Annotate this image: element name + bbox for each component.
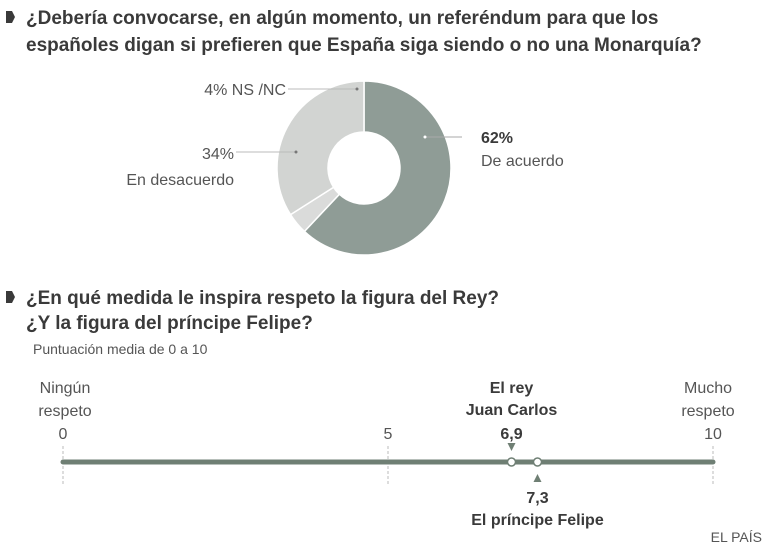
bullet-icon [6,11,15,23]
triangle-down-icon [507,443,516,451]
chart-subtitle: Puntuación media de 0 a 10 [33,341,208,357]
leader-dot [355,87,359,91]
chart-title-line: españoles digan si prefieren que España … [26,35,702,56]
point-name-label: El rey [490,380,534,397]
bullet-icon [6,291,15,303]
donut-slice [303,80,452,256]
donut-slice [276,80,365,216]
score-marker [532,457,543,467]
min-label: respeto [38,403,91,420]
source-label: EL PAÍS [711,529,762,545]
leader-dot [294,150,298,154]
slice-label: 4% NS /NC [204,82,286,99]
triangle-up-icon [533,474,542,482]
score-value-label: 7,3 [526,490,548,507]
max-label: Mucho [684,380,732,397]
max-label: respeto [681,403,734,420]
chart-title-line: ¿Debería convocarse, en algún momento, u… [26,8,658,29]
point-name-label: El príncipe Felipe [471,512,604,529]
tick-label: 10 [704,426,722,443]
chart-title-line: ¿Y la figura del príncipe Felipe? [26,313,313,334]
point-name-label: Juan Carlos [466,402,558,419]
slice-value-label: 62% [481,130,513,147]
slice-value-label: 34% [202,146,234,163]
slice-name-label: De acuerdo [481,153,564,170]
leader-dot [423,135,427,139]
slice-name-label: En desacuerdo [126,172,234,189]
score-marker [506,457,517,467]
chart-title-line: ¿En qué medida le inspira respeto la fig… [26,288,499,309]
tick-label: 0 [59,426,68,443]
min-label: Ningún [40,380,91,397]
score-value-label: 6,9 [500,426,522,443]
tick-label: 5 [384,426,393,443]
